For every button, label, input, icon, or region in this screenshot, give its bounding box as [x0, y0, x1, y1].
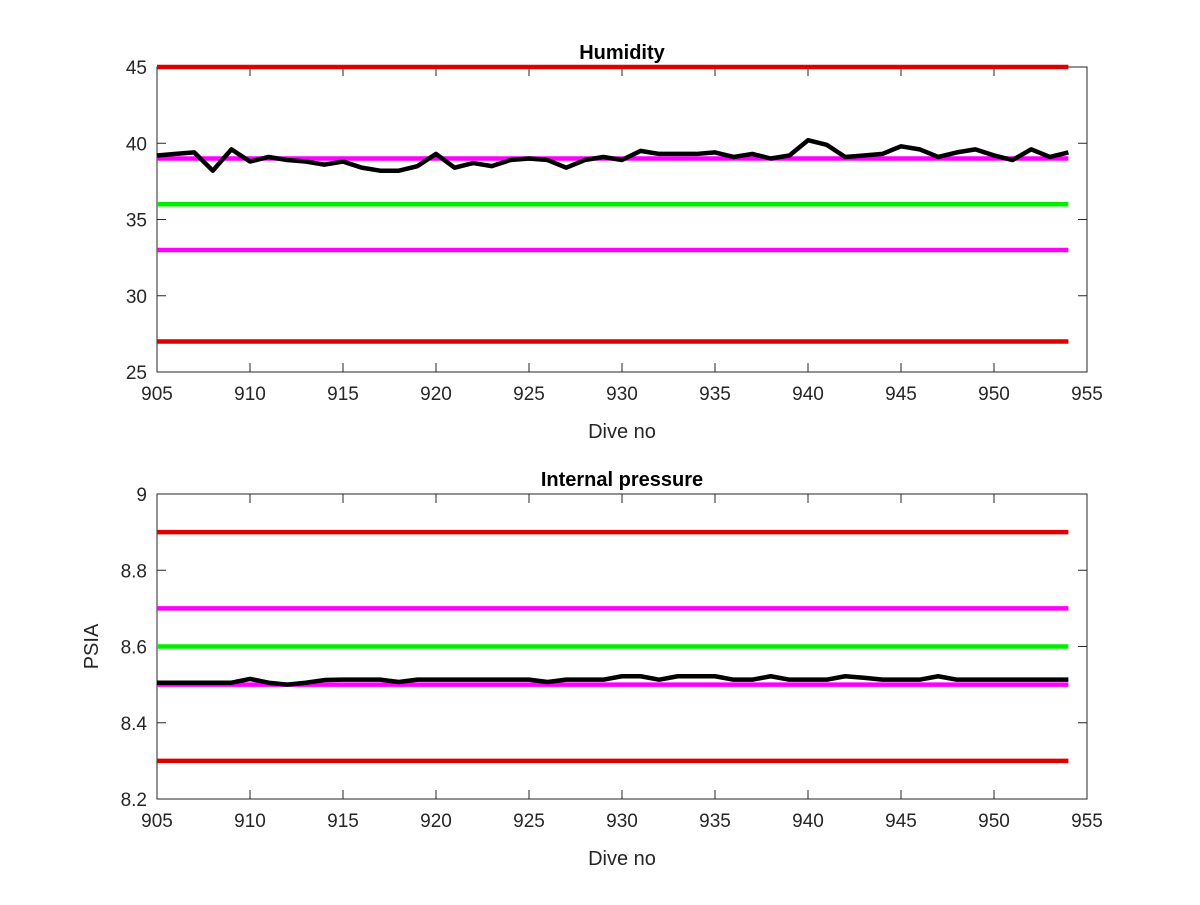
y-tick-label: 45 — [126, 58, 147, 79]
x-axis-label: Dive no — [588, 421, 656, 443]
x-tick-label: 920 — [420, 811, 452, 832]
data-series-line — [156, 137, 1069, 173]
y-tick-label: 30 — [126, 287, 147, 308]
chart-title: Internal pressure — [541, 469, 703, 491]
chart-title: Humidity — [579, 42, 665, 64]
x-tick-label: 950 — [978, 811, 1010, 832]
x-tick-label: 925 — [513, 384, 545, 405]
x-tick-label: 925 — [513, 811, 545, 832]
x-tick-label: 915 — [327, 384, 359, 405]
x-tick-label: 955 — [1071, 384, 1103, 405]
chart-panel-2: 905 910 915 920 925 930 935 940 945 950 955 8.2 8.4 8… — [81, 469, 1103, 870]
x-tick-label: 920 — [420, 384, 452, 405]
plot-area — [156, 66, 1088, 373]
y-tick-label: 25 — [126, 363, 147, 384]
x-tick-label: 910 — [234, 384, 266, 405]
x-tick-label: 910 — [234, 811, 266, 832]
x-tick-label: 940 — [792, 384, 824, 405]
y-tick-label: 8.4 — [121, 714, 148, 735]
y-tick-label: 40 — [126, 134, 147, 155]
data-series-line — [157, 673, 1069, 687]
y-tick-label: 9 — [136, 485, 147, 506]
y-axis-label: PSIA — [81, 623, 103, 669]
y-tick-label: 8.6 — [121, 638, 147, 659]
x-tick-label: 905 — [141, 811, 173, 832]
x-tick-label: 935 — [699, 811, 731, 832]
x-tick-label: 950 — [978, 384, 1010, 405]
x-tick-label: 940 — [792, 811, 824, 832]
x-tick-label: 945 — [885, 811, 917, 832]
y-tick-label: 8.2 — [121, 790, 147, 811]
x-tick-label: 935 — [699, 384, 731, 405]
y-tick-label: 35 — [126, 211, 147, 232]
x-tick-label: 905 — [141, 384, 173, 405]
x-tick-label: 945 — [885, 384, 917, 405]
x-tick-label: 930 — [606, 811, 638, 832]
x-axis-label: Dive no — [588, 848, 656, 870]
y-tick-label: 8.8 — [121, 561, 147, 582]
x-tick-label: 930 — [606, 384, 638, 405]
x-tick-label: 955 — [1071, 811, 1103, 832]
x-tick-label: 915 — [327, 811, 359, 832]
chart-panel-1: 905 910 915 920 925 930 935 940 945 950 955 25 30 35 4… — [126, 42, 1103, 443]
